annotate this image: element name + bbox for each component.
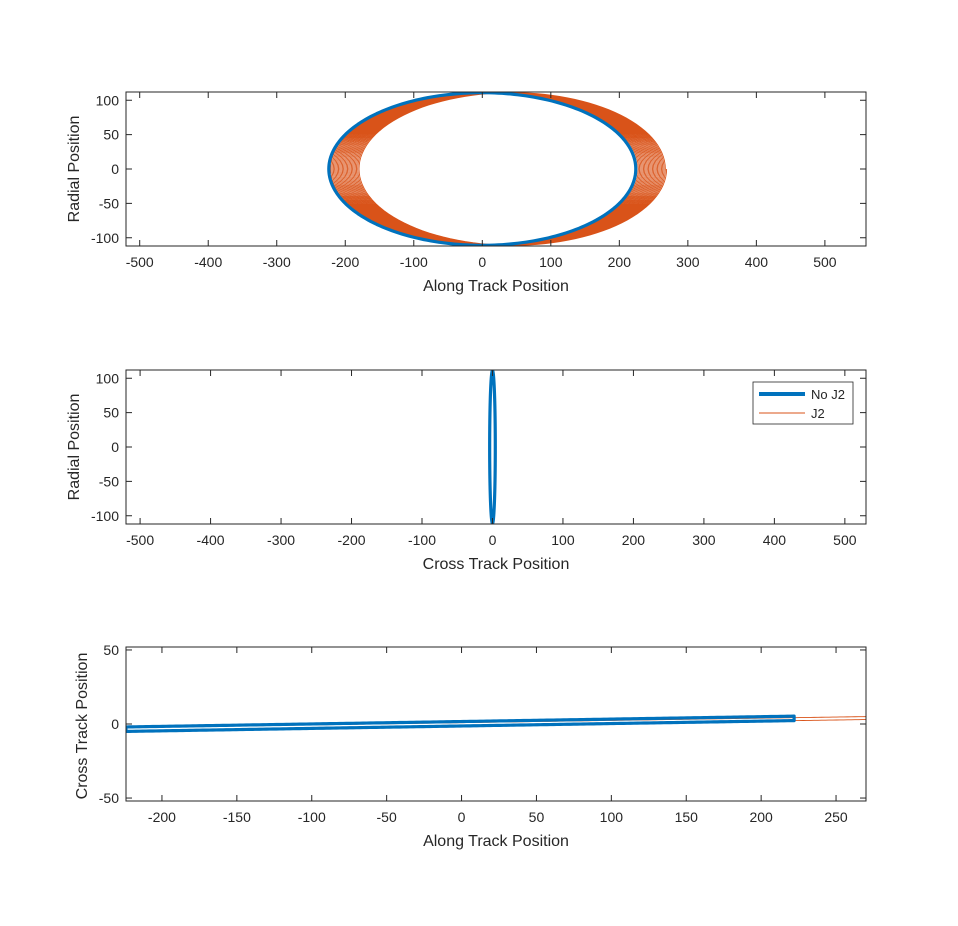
x-tick-label: 500 bbox=[833, 532, 857, 548]
x-tick-label: 200 bbox=[749, 809, 773, 825]
y-tick-label: 50 bbox=[103, 405, 119, 421]
x-tick-label: 100 bbox=[539, 254, 563, 270]
y-tick-label: -100 bbox=[91, 230, 119, 246]
x-tick-label: -500 bbox=[126, 532, 154, 548]
y-axis-label-3: Cross Track Position bbox=[74, 653, 91, 800]
series-line-noj2 bbox=[327, 92, 638, 246]
series-line-j2 bbox=[329, 92, 668, 246]
x-tick-label: -300 bbox=[263, 254, 291, 270]
ticks-3: -200 -150 -100 -50 0 50 100 150 200 250 -50 0 50 bbox=[99, 642, 866, 825]
x-tick-label: -300 bbox=[267, 532, 295, 548]
y-tick-label: 50 bbox=[103, 127, 119, 143]
y-tick-label: -50 bbox=[99, 473, 119, 489]
y-tick-label: 0 bbox=[111, 716, 119, 732]
y-tick-label: 50 bbox=[103, 642, 119, 658]
series-line-noj2 bbox=[126, 714, 796, 733]
x-tick-label: 400 bbox=[763, 532, 787, 548]
x-tick-label: 100 bbox=[600, 809, 624, 825]
x-tick-label: 200 bbox=[608, 254, 632, 270]
x-tick-label: 150 bbox=[675, 809, 699, 825]
x-tick-label: -150 bbox=[223, 809, 251, 825]
x-tick-label: -500 bbox=[126, 254, 154, 270]
x-tick-label: -100 bbox=[408, 532, 436, 548]
x-tick-label: 0 bbox=[489, 532, 497, 548]
x-axis-label-3: Along Track Position bbox=[423, 833, 569, 850]
legend-label-j2: J2 bbox=[811, 406, 825, 421]
plot-area-2 bbox=[488, 370, 497, 524]
x-tick-label: 500 bbox=[813, 254, 837, 270]
x-tick-label: 200 bbox=[622, 532, 646, 548]
x-tick-label: -200 bbox=[331, 254, 359, 270]
y-tick-label: 0 bbox=[111, 161, 119, 177]
y-tick-label: -50 bbox=[99, 195, 119, 211]
x-tick-label: 50 bbox=[529, 809, 545, 825]
subplot-along-vs-radial: -500 -400 -300 -200 -100 0 100 200 300 400 500-100… bbox=[66, 91, 867, 295]
ticks-2: -500 -400 -300 -200 -100 0 100 200 300 400 500-100… bbox=[91, 370, 866, 548]
x-tick-label: -200 bbox=[338, 532, 366, 548]
x-tick-label: 300 bbox=[692, 532, 716, 548]
y-tick-label: -100 bbox=[91, 508, 119, 524]
series-line-noj2 bbox=[488, 370, 497, 524]
x-axis-label-2: Cross Track Position bbox=[423, 556, 570, 573]
x-tick-label: 0 bbox=[458, 809, 466, 825]
x-tick-label: -200 bbox=[148, 809, 176, 825]
x-tick-label: -400 bbox=[197, 532, 225, 548]
y-tick-label: 0 bbox=[111, 439, 119, 455]
plot-area-3 bbox=[126, 714, 866, 733]
legend-label-no-j2: No J2 bbox=[811, 387, 845, 402]
x-tick-label: -100 bbox=[298, 809, 326, 825]
y-tick-label: -50 bbox=[99, 790, 119, 806]
x-tick-label: 100 bbox=[551, 532, 575, 548]
subplot-cross-vs-radial: -500 -400 -300 -200 -100 0 100 200 300 400 500-100… bbox=[66, 369, 867, 573]
y-tick-label: 100 bbox=[96, 370, 120, 386]
subplot-along-vs-cross: -200 -150 -100 -50 0 50 100 150 200 250 -50 0 50 Alo… bbox=[74, 642, 867, 850]
legend-box bbox=[752, 381, 854, 425]
plot-area-1 bbox=[327, 92, 668, 246]
x-tick-label: -100 bbox=[400, 254, 428, 270]
y-axis-label-2: Radial Position bbox=[66, 394, 83, 501]
x-tick-label: 0 bbox=[478, 254, 486, 270]
legend: No J2 J2 bbox=[752, 381, 854, 425]
y-tick-label: 100 bbox=[96, 92, 120, 108]
ticks-1: -500 -400 -300 -200 -100 0 100 200 300 400 500-100… bbox=[91, 92, 866, 270]
x-tick-label: 250 bbox=[824, 809, 848, 825]
x-axis-label-1: Along Track Position bbox=[423, 278, 569, 295]
x-tick-label: -50 bbox=[377, 809, 397, 825]
y-axis-label-1: Radial Position bbox=[66, 116, 83, 223]
x-tick-label: 400 bbox=[745, 254, 769, 270]
x-tick-label: 300 bbox=[676, 254, 700, 270]
x-tick-label: -400 bbox=[194, 254, 222, 270]
